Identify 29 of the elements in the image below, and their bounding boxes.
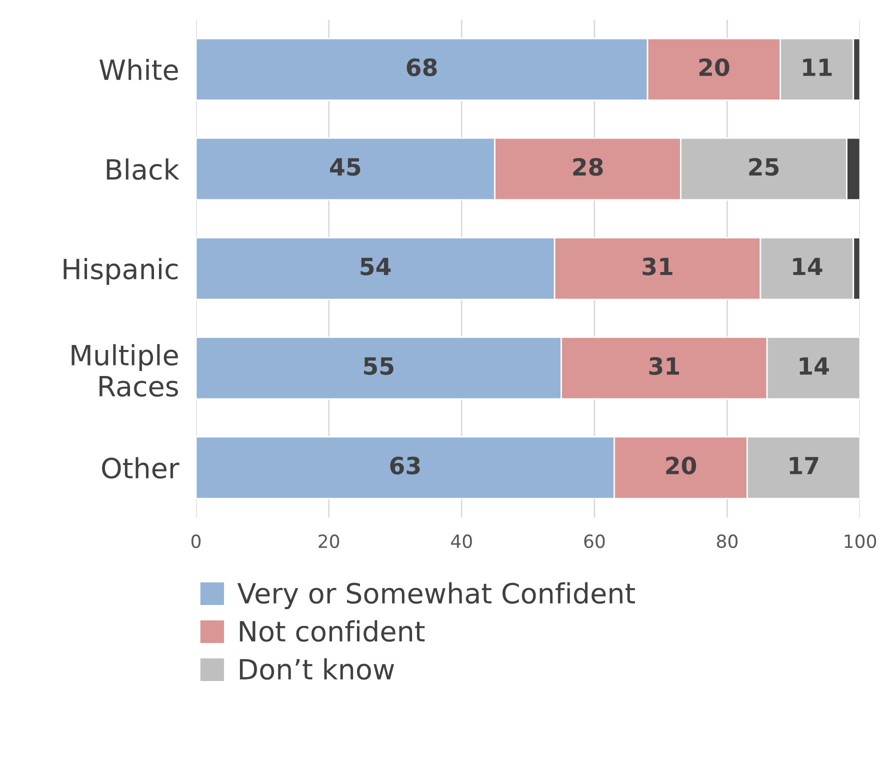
y-tick-label: Multiple Races (72, 344, 178, 397)
legend-label: Don’t know (240, 658, 394, 680)
data-label: 11 (803, 58, 832, 76)
data-label: 63 (390, 456, 420, 475)
data-label: 28 (573, 158, 603, 176)
data-label: 14 (800, 357, 829, 375)
data-label: 54 (360, 258, 391, 276)
data-label: 45 (330, 158, 360, 176)
data-label: 68 (406, 58, 437, 76)
y-tick-label: Other (102, 457, 180, 479)
legend-label: Very or Somewhat Confident (237, 582, 635, 610)
data-label: 14 (793, 258, 822, 276)
x-tick-label: 80 (716, 534, 738, 548)
legend-label: Not confident (240, 620, 425, 642)
data-label: 20 (699, 58, 730, 76)
data-label: 31 (649, 357, 679, 375)
x-tick-label: 0 (191, 534, 201, 548)
data-label: 20 (666, 456, 696, 475)
data-label: 31 (642, 258, 672, 276)
x-tick-label: 40 (451, 534, 472, 548)
y-tick-label: Hispanic (64, 258, 178, 285)
data-label: 55 (364, 357, 394, 375)
y-tick-label: Black (106, 158, 180, 180)
x-tick-label: 20 (318, 534, 340, 548)
x-tick-label: 60 (584, 534, 605, 548)
data-label: 17 (790, 456, 818, 474)
data-label: 25 (749, 158, 779, 176)
x-tick-label: 100 (844, 534, 876, 548)
y-tick-label: White (100, 58, 178, 80)
